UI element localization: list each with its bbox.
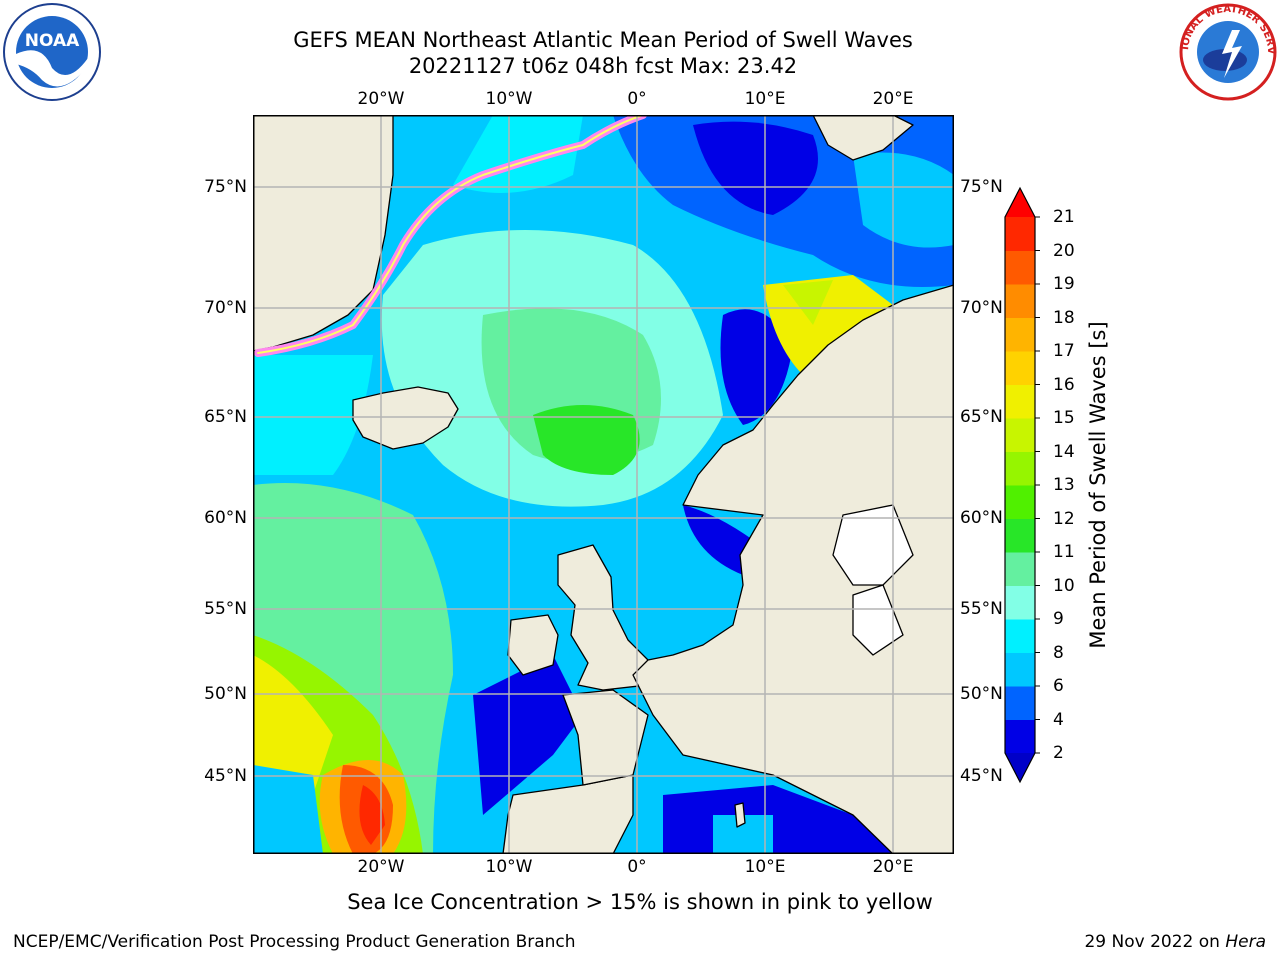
lon-label-top: 20°W [357,89,405,109]
swell-period-map [253,115,954,854]
generation-date: 29 Nov 2022 on Hera [1084,932,1266,952]
colorbar-swatch [1005,485,1035,519]
sea-ice-caption: Sea Ice Concentration > 15% is shown in … [347,890,933,914]
lat-label-right: 60°N [960,508,1003,528]
colorbar-tick-label: 15 [1053,408,1075,428]
national-weather-service-logo: NATIONAL WEATHER SERVICE [1178,2,1277,101]
colorbar-swatch [1005,719,1035,754]
land-masses [253,115,954,854]
colorbar-swatch [1005,585,1035,620]
lat-label-left: 65°N [204,407,247,427]
lat-label-left: 60°N [204,508,247,528]
lat-label-left: 45°N [204,766,247,786]
colorbar-tick-label: 10 [1053,575,1075,596]
colorbar-tick-label: 11 [1053,542,1075,562]
colorbar-label: Mean Period of Swell Waves [s] [1086,321,1110,649]
lon-label-bottom: 20°E [872,857,914,877]
colorbar-swatch [1005,518,1035,553]
map-frame [253,115,954,854]
colorbar-swatch [1005,686,1035,720]
colorbar-under-arrow [1005,753,1035,782]
colorbar-swatch [1005,284,1035,318]
lon-label-bottom: 10°E [744,857,786,877]
lat-label-left: 50°N [204,684,247,704]
colorbar-tick-label: 18 [1053,307,1075,328]
colorbar-tick-label: 14 [1053,441,1075,462]
colorbar-tick-label: 17 [1053,341,1075,361]
lon-label-top: 10°E [744,89,786,109]
colorbar-tick-label: 19 [1053,274,1075,294]
colorbar-swatch [1005,217,1035,251]
lat-label-right: 65°N [960,407,1003,427]
colorbar-swatch [1005,619,1035,653]
lon-label-top: 20°E [872,89,914,109]
colorbar-swatch [1005,652,1035,687]
swell-period-field [253,115,954,854]
colorbar-tick-label: 16 [1053,374,1075,395]
colorbar-tick-label: 4 [1053,709,1064,730]
lon-label-bottom: 0° [627,857,647,877]
lat-label-right: 75°N [960,177,1003,197]
forecast-subtitle: 20221127 t06z 048h fcst Max: 23.42 [408,54,798,78]
map-title: GEFS MEAN Northeast Atlantic Mean Period… [293,28,913,52]
lon-label-top: 10°W [485,89,533,109]
lat-label-right: 70°N [960,298,1003,318]
sea-ice-edge [254,115,647,357]
lat-label-left: 75°N [204,177,247,197]
lat-label-right: 50°N [960,684,1003,704]
colorbar-swatch [1005,250,1035,285]
noaa-logo: NOAA [3,3,101,101]
graticule [253,115,954,854]
colorbar-swatch [1005,384,1035,419]
colorbar-swatch [1005,317,1035,352]
lat-label-left: 70°N [204,298,247,318]
colorbar-tick-label: 12 [1053,508,1075,529]
lat-label-right: 45°N [960,766,1003,786]
lat-label-right: 55°N [960,599,1003,619]
colorbar-tick-label: 8 [1053,642,1064,663]
colorbar-swatch [1005,451,1035,486]
colorbar-tick-label: 9 [1053,609,1064,629]
colorbar-tick-label: 20 [1053,240,1075,261]
lon-label-top: 0° [627,89,647,109]
colorbar-tick-label: 6 [1053,676,1064,696]
date-text: 29 Nov 2022 on [1084,932,1226,952]
lon-label-bottom: 10°W [485,857,533,877]
host-name: Hera [1225,932,1266,952]
colorbar-swatch [1005,552,1035,586]
colorbar-swatch [1005,418,1035,452]
colorbar [1004,186,1040,784]
svg-text:NOAA: NOAA [25,31,80,51]
colorbar-tick-label: 2 [1053,743,1064,763]
colorbar-tick-label: 13 [1053,475,1075,495]
lon-label-bottom: 20°W [357,857,405,877]
colorbar-tick-label: 21 [1053,207,1075,227]
colorbar-over-arrow [1005,188,1035,217]
lat-label-left: 55°N [204,599,247,619]
colorbar-swatch [1005,351,1035,385]
credit-line: NCEP/EMC/Verification Post Processing Pr… [13,932,576,952]
